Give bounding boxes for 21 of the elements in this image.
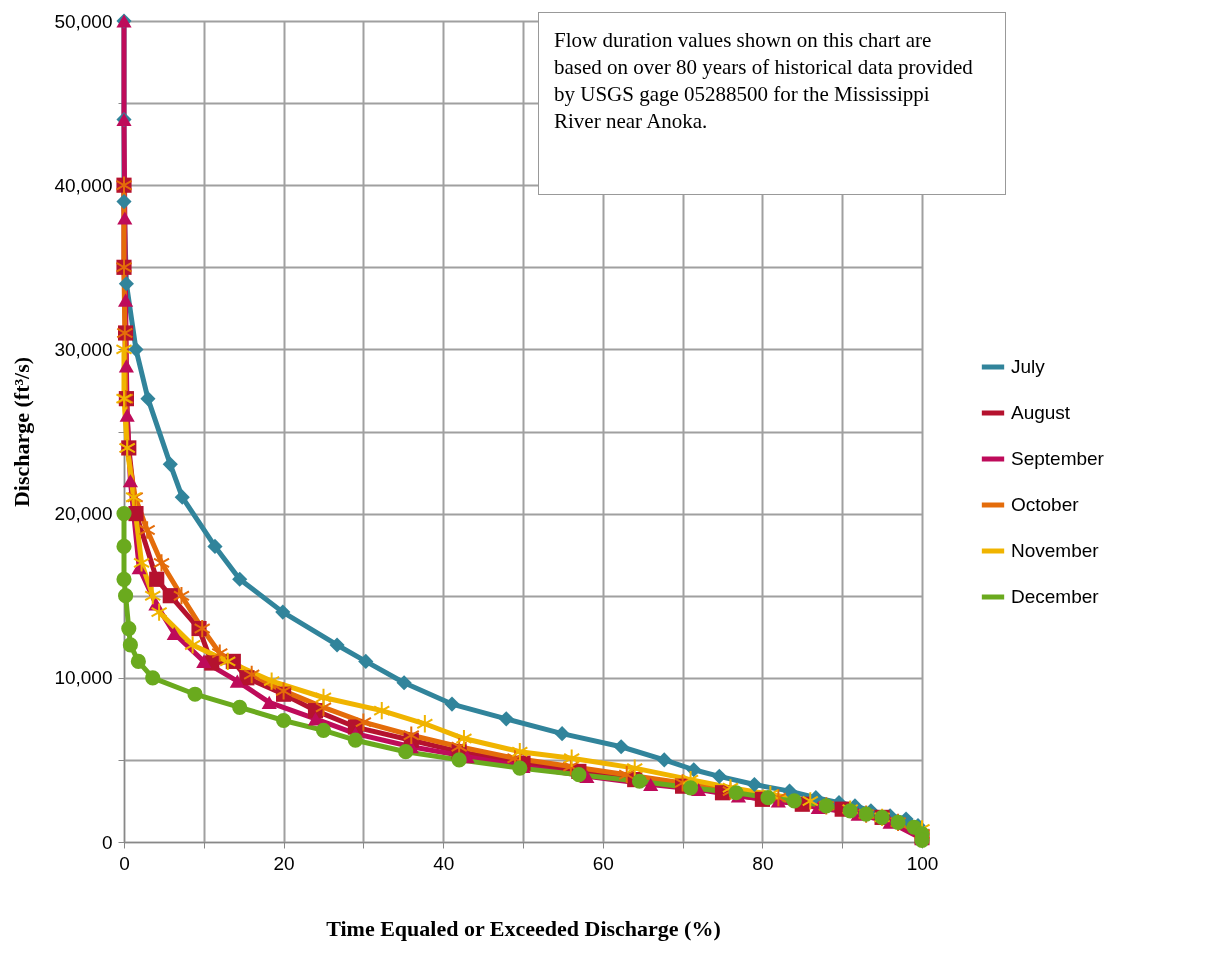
legend-label: September xyxy=(1011,448,1105,469)
note-box: Flow duration values shown on this chart are based on over 80 years of historical data provided by USGS gage 05288500 for the Mississippi River near Anoka. xyxy=(538,12,1006,195)
legend-label: December xyxy=(1011,586,1100,607)
y-axis-title: Discharge (ft³/s) xyxy=(9,356,35,508)
x-axis-title: Time Equaled or Exceeded Discharge (%) xyxy=(326,915,721,941)
legend-label: October xyxy=(1011,494,1080,515)
y-tick-label: 30,000 xyxy=(54,338,113,360)
legend-label: August xyxy=(1011,402,1071,423)
y-tick-label: 10,000 xyxy=(54,667,113,689)
x-tick-label: 100 xyxy=(906,852,939,874)
y-tick-label: 40,000 xyxy=(54,174,113,196)
x-tick-label: 40 xyxy=(433,852,455,874)
legend-label: July xyxy=(1011,356,1046,377)
x-tick-label: 0 xyxy=(119,852,130,874)
x-tick-label: 60 xyxy=(592,852,614,874)
y-tick-label: 20,000 xyxy=(54,503,113,525)
x-tick-label: 20 xyxy=(273,852,295,874)
x-tick-label: 80 xyxy=(752,852,774,874)
y-tick-label: 0 xyxy=(101,831,113,853)
legend-label: November xyxy=(1011,540,1100,561)
y-tick-label: 50,000 xyxy=(54,10,113,32)
